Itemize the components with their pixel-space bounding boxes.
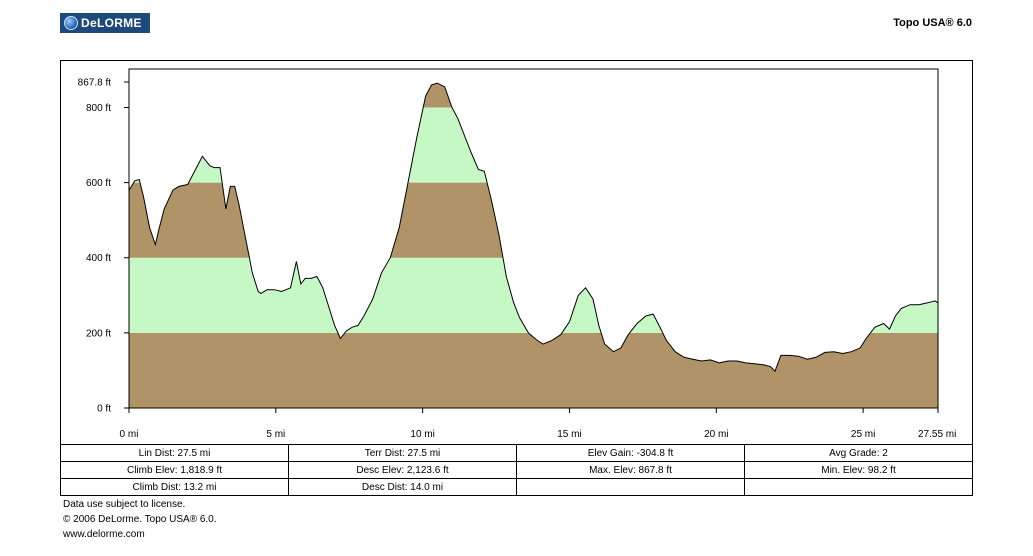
x-tick-label: 0 mi	[120, 429, 139, 440]
stats-cell: Max. Elev: 867.8 ft	[516, 461, 745, 479]
stats-cell: Lin Dist: 27.5 mi	[60, 444, 289, 462]
copyright-note: © 2006 DeLorme. Topo USA® 6.0.	[63, 514, 217, 525]
stats-cell: Desc Elev: 2,123.6 ft	[288, 461, 517, 479]
y-tick-label: 0 ft	[97, 404, 111, 415]
elevation-profile-chart: 0 ft 200 ft 400 ft 600 ft 800 ft 867.8 ft 0 mi…	[78, 68, 956, 440]
route-statistics-table: Lin Dist: 27.5 mi Terr Dist: 27.5 mi Ele…	[60, 444, 973, 496]
stats-cell: Climb Dist: 13.2 mi	[60, 478, 289, 496]
elevation-band	[129, 332, 938, 408]
stats-cell: Min. Elev: 98.2 ft	[744, 461, 973, 479]
x-tick-label: 27.55 mi	[918, 429, 956, 440]
x-tick-label: 5 mi	[266, 429, 285, 440]
y-tick-label: 600 ft	[86, 178, 111, 189]
chart-frame	[60, 60, 973, 496]
elevation-band	[129, 83, 938, 108]
x-tick-label: 10 mi	[410, 429, 434, 440]
stats-cell: Desc Dist: 14.0 mi	[288, 478, 517, 496]
stats-cell	[744, 478, 973, 496]
globe-icon	[64, 16, 78, 30]
delorme-logo: DeLORME	[60, 13, 150, 33]
stats-cell: Climb Elev: 1,818.9 ft	[60, 461, 289, 479]
elevation-band	[129, 257, 938, 333]
stats-row: Climb Elev: 1,818.9 ft Desc Elev: 2,123.…	[60, 461, 973, 479]
elevation-profile-line	[128, 82, 939, 373]
y-tick-label: 200 ft	[86, 328, 111, 339]
x-tick-label: 20 mi	[704, 429, 728, 440]
y-tick-label: 867.8 ft	[78, 78, 112, 89]
stats-row: Lin Dist: 27.5 mi Terr Dist: 27.5 mi Ele…	[60, 444, 973, 462]
stats-cell: Elev Gain: -304.8 ft	[516, 444, 745, 462]
x-tick-label: 25 mi	[851, 429, 875, 440]
plot-area-border	[128, 68, 939, 409]
elevation-band	[129, 107, 938, 183]
logo-text: DeLORME	[81, 16, 142, 30]
elevation-band	[129, 182, 938, 258]
website-link[interactable]: www.delorme.com	[63, 529, 145, 540]
product-name: Topo USA® 6.0	[893, 17, 972, 29]
stats-row: Climb Dist: 13.2 mi Desc Dist: 14.0 mi	[60, 478, 973, 496]
y-tick-label: 400 ft	[86, 253, 111, 264]
stats-cell: Terr Dist: 27.5 mi	[288, 444, 517, 462]
stats-cell: Avg Grade: 2	[744, 444, 973, 462]
stats-cell	[516, 478, 745, 496]
license-note: Data use subject to license.	[63, 499, 186, 510]
x-tick-label: 15 mi	[557, 429, 581, 440]
y-tick-label: 800 ft	[86, 103, 111, 114]
